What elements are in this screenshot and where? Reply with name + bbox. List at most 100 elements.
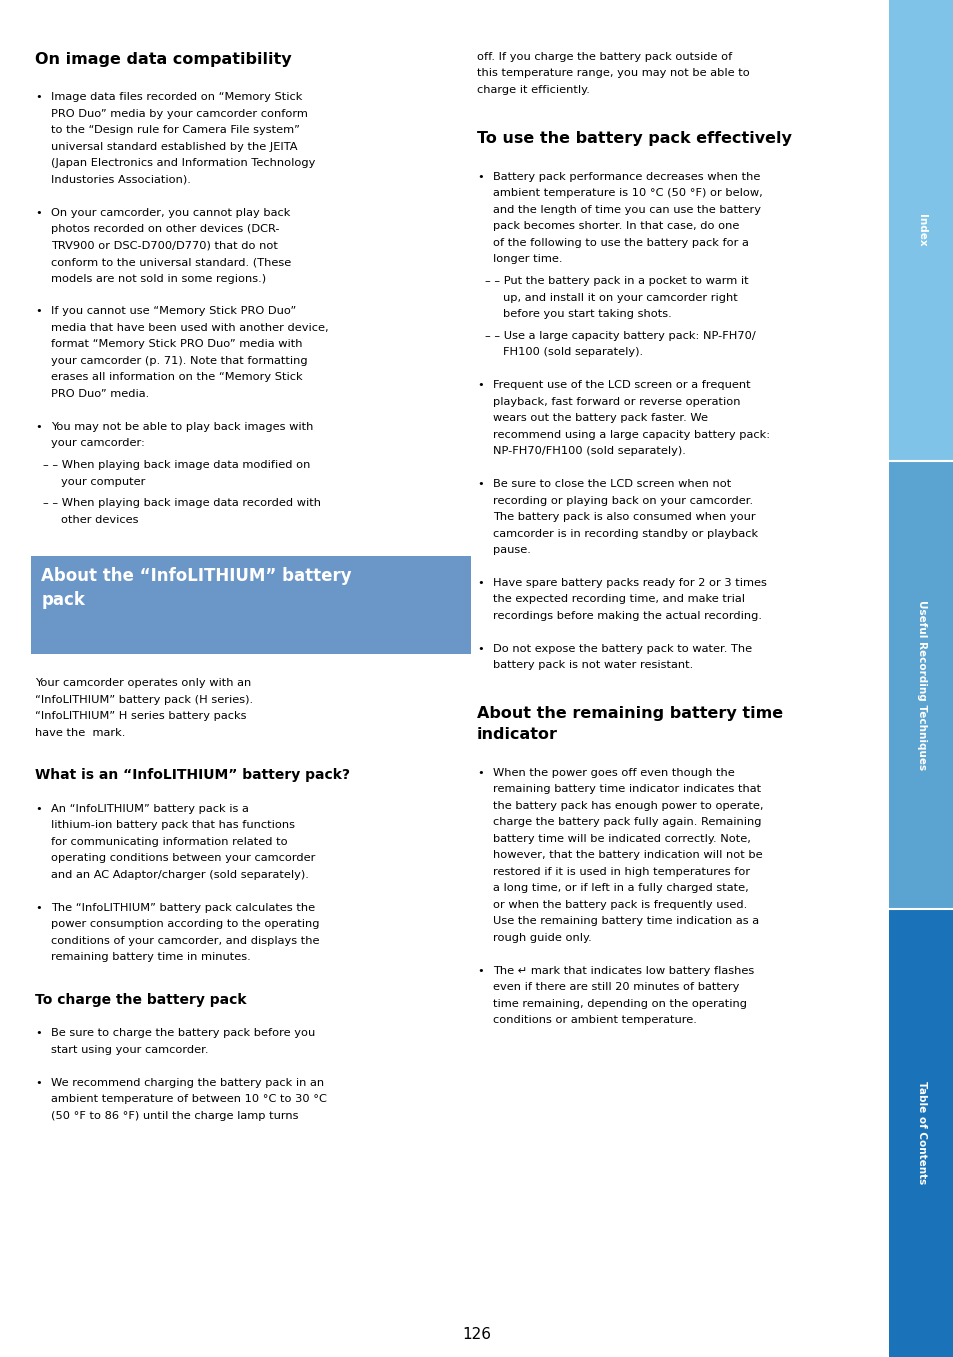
Text: NP-FH70/FH100 (sold separately).: NP-FH70/FH100 (sold separately). — [493, 446, 685, 456]
Text: •: • — [476, 479, 483, 489]
Text: •: • — [35, 902, 42, 912]
Text: of the following to use the battery pack for a: of the following to use the battery pack… — [493, 237, 748, 247]
Text: for communicating information related to: for communicating information related to — [51, 837, 288, 847]
Text: other devices: other devices — [61, 516, 138, 525]
Text: pack becomes shorter. In that case, do one: pack becomes shorter. In that case, do o… — [493, 221, 739, 231]
Text: •: • — [35, 307, 42, 316]
Text: What is an “InfoLITHIUM” battery pack?: What is an “InfoLITHIUM” battery pack? — [35, 768, 350, 783]
Text: remaining battery time indicator indicates that: remaining battery time indicator indicat… — [493, 784, 760, 794]
Text: If you cannot use “Memory Stick PRO Duo”: If you cannot use “Memory Stick PRO Duo” — [51, 307, 296, 316]
Text: •: • — [476, 966, 483, 976]
Text: •: • — [35, 1077, 42, 1087]
Text: – – Put the battery pack in a pocket to warm it: – – Put the battery pack in a pocket to … — [484, 275, 748, 286]
Text: “InfoLITHIUM” battery pack (H series).: “InfoLITHIUM” battery pack (H series). — [35, 695, 253, 704]
Text: •: • — [35, 92, 42, 102]
Text: Table of Contents: Table of Contents — [916, 1082, 925, 1185]
Text: •: • — [35, 1029, 42, 1038]
Text: and the length of time you can use the battery: and the length of time you can use the b… — [493, 205, 760, 214]
Text: You may not be able to play back images with: You may not be able to play back images … — [51, 422, 314, 432]
Text: Do not expose the battery pack to water. The: Do not expose the battery pack to water.… — [493, 643, 751, 654]
Text: The ↵ mark that indicates low battery flashes: The ↵ mark that indicates low battery fl… — [493, 966, 754, 976]
Text: An “InfoLITHIUM” battery pack is a: An “InfoLITHIUM” battery pack is a — [51, 803, 249, 814]
Text: •: • — [476, 171, 483, 182]
Text: the battery pack has enough power to operate,: the battery pack has enough power to ope… — [493, 801, 762, 810]
Text: this temperature range, you may not be able to: this temperature range, you may not be a… — [476, 68, 749, 79]
Bar — [888, 909, 953, 1357]
Text: Image data files recorded on “Memory Stick: Image data files recorded on “Memory Sti… — [51, 92, 302, 102]
Text: On your camcorder, you cannot play back: On your camcorder, you cannot play back — [51, 208, 291, 217]
Text: On image data compatibility: On image data compatibility — [35, 52, 292, 66]
Text: •: • — [35, 803, 42, 814]
Text: ambient temperature of between 10 °C to 30 °C: ambient temperature of between 10 °C to … — [51, 1094, 327, 1105]
Text: About the “InfoLITHIUM” battery: About the “InfoLITHIUM” battery — [41, 567, 352, 585]
Text: PRO Duo” media.: PRO Duo” media. — [51, 389, 150, 399]
Text: pack: pack — [41, 592, 85, 609]
Text: your computer: your computer — [61, 476, 146, 487]
Text: up, and install it on your camcorder right: up, and install it on your camcorder rig… — [502, 293, 737, 303]
Text: conditions of your camcorder, and displays the: conditions of your camcorder, and displa… — [51, 935, 319, 946]
Text: Have spare battery packs ready for 2 or 3 times: Have spare battery packs ready for 2 or … — [493, 578, 766, 588]
Text: – – Use a large capacity battery pack: NP-FH70/: – – Use a large capacity battery pack: N… — [484, 331, 755, 341]
Text: •: • — [476, 578, 483, 588]
Text: erases all information on the “Memory Stick: erases all information on the “Memory St… — [51, 372, 303, 383]
Text: longer time.: longer time. — [493, 254, 562, 265]
Text: Use the remaining battery time indication as a: Use the remaining battery time indicatio… — [493, 916, 759, 927]
Text: •: • — [35, 208, 42, 217]
Text: or when the battery pack is frequently used.: or when the battery pack is frequently u… — [493, 900, 746, 909]
Text: conditions or ambient temperature.: conditions or ambient temperature. — [493, 1015, 696, 1025]
Text: remaining battery time in minutes.: remaining battery time in minutes. — [51, 953, 251, 962]
Text: PRO Duo” media by your camcorder conform: PRO Duo” media by your camcorder conform — [51, 109, 308, 119]
Text: Industories Association).: Industories Association). — [51, 175, 191, 185]
Text: About the remaining battery time: About the remaining battery time — [476, 707, 782, 722]
Text: your camcorder:: your camcorder: — [51, 438, 145, 448]
Text: format “Memory Stick PRO Duo” media with: format “Memory Stick PRO Duo” media with — [51, 339, 302, 349]
Text: restored if it is used in high temperatures for: restored if it is used in high temperatu… — [493, 867, 749, 877]
Text: off. If you charge the battery pack outside of: off. If you charge the battery pack outs… — [476, 52, 732, 61]
Text: indicator: indicator — [476, 727, 558, 742]
Text: Be sure to close the LCD screen when not: Be sure to close the LCD screen when not — [493, 479, 731, 489]
Text: (Japan Electronics and Information Technology: (Japan Electronics and Information Techn… — [51, 159, 315, 168]
Text: a long time, or if left in a fully charged state,: a long time, or if left in a fully charg… — [493, 883, 748, 893]
Text: start using your camcorder.: start using your camcorder. — [51, 1045, 209, 1054]
Text: battery pack is not water resistant.: battery pack is not water resistant. — [493, 660, 693, 670]
Text: – – When playing back image data modified on: – – When playing back image data modifie… — [43, 460, 311, 470]
Text: •: • — [476, 643, 483, 654]
Text: however, that the battery indication will not be: however, that the battery indication wil… — [493, 851, 761, 860]
Text: universal standard established by the JEITA: universal standard established by the JE… — [51, 141, 297, 152]
Text: The battery pack is also consumed when your: The battery pack is also consumed when y… — [493, 512, 755, 522]
Text: and an AC Adaptor/charger (sold separately).: and an AC Adaptor/charger (sold separate… — [51, 870, 309, 879]
Text: •: • — [476, 380, 483, 391]
Text: Your camcorder operates only with an: Your camcorder operates only with an — [35, 678, 252, 688]
Text: The “InfoLITHIUM” battery pack calculates the: The “InfoLITHIUM” battery pack calculate… — [51, 902, 315, 912]
Text: battery time will be indicated correctly. Note,: battery time will be indicated correctly… — [493, 833, 750, 844]
Text: conform to the universal standard. (These: conform to the universal standard. (Thes… — [51, 256, 292, 267]
Text: To use the battery pack effectively: To use the battery pack effectively — [476, 130, 791, 147]
Text: We recommend charging the battery pack in an: We recommend charging the battery pack i… — [51, 1077, 324, 1087]
Text: When the power goes off even though the: When the power goes off even though the — [493, 768, 734, 778]
Bar — [888, 0, 953, 461]
Text: Be sure to charge the battery pack before you: Be sure to charge the battery pack befor… — [51, 1029, 315, 1038]
Text: operating conditions between your camcorder: operating conditions between your camcor… — [51, 854, 315, 863]
Text: •: • — [35, 422, 42, 432]
Text: •: • — [476, 768, 483, 778]
Text: before you start taking shots.: before you start taking shots. — [502, 309, 671, 319]
Text: models are not sold in some regions.): models are not sold in some regions.) — [51, 274, 266, 284]
Text: media that have been used with another device,: media that have been used with another d… — [51, 323, 329, 332]
Text: photos recorded on other devices (DCR-: photos recorded on other devices (DCR- — [51, 224, 279, 233]
Text: lithium-ion battery pack that has functions: lithium-ion battery pack that has functi… — [51, 820, 295, 830]
Text: wears out the battery pack faster. We: wears out the battery pack faster. We — [493, 414, 707, 423]
Text: FH100 (sold separately).: FH100 (sold separately). — [502, 347, 642, 357]
Text: recording or playing back on your camcorder.: recording or playing back on your camcor… — [493, 495, 752, 506]
Text: rough guide only.: rough guide only. — [493, 932, 591, 943]
Text: recommend using a large capacity battery pack:: recommend using a large capacity battery… — [493, 430, 769, 440]
Text: Frequent use of the LCD screen or a frequent: Frequent use of the LCD screen or a freq… — [493, 380, 750, 391]
Bar — [888, 461, 953, 909]
Text: the expected recording time, and make trial: the expected recording time, and make tr… — [493, 594, 744, 604]
Text: playback, fast forward or reverse operation: playback, fast forward or reverse operat… — [493, 396, 740, 407]
Text: power consumption according to the operating: power consumption according to the opera… — [51, 919, 319, 930]
Text: have the  mark.: have the mark. — [35, 727, 126, 738]
Text: ambient temperature is 10 °C (50 °F) or below,: ambient temperature is 10 °C (50 °F) or … — [493, 189, 762, 198]
Text: “InfoLITHIUM” H series battery packs: “InfoLITHIUM” H series battery packs — [35, 711, 247, 721]
Text: recordings before making the actual recording.: recordings before making the actual reco… — [493, 611, 761, 622]
Text: Useful Recording Techniques: Useful Recording Techniques — [916, 600, 925, 771]
